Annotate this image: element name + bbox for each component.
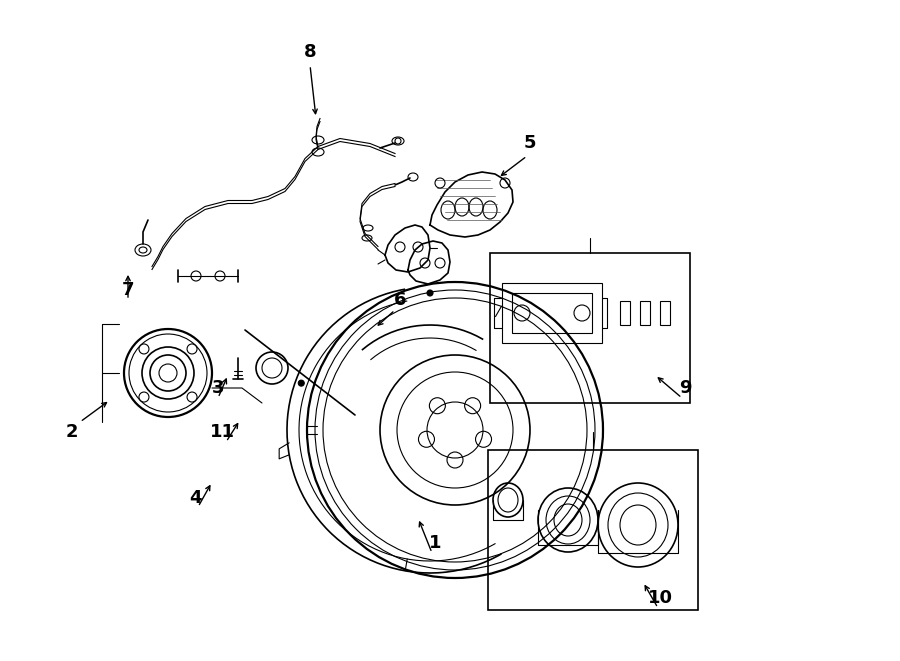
Text: 11: 11: [210, 423, 235, 441]
Ellipse shape: [427, 290, 433, 296]
Text: 4: 4: [189, 489, 202, 507]
Text: 7: 7: [122, 281, 134, 299]
Text: 5: 5: [524, 134, 536, 152]
Text: 8: 8: [303, 43, 316, 61]
Text: 6: 6: [394, 291, 406, 309]
Bar: [502, 283, 602, 343]
Text: 10: 10: [647, 589, 672, 607]
Ellipse shape: [395, 138, 401, 144]
Text: 9: 9: [679, 379, 691, 397]
Bar: [620, 301, 630, 325]
Text: 2: 2: [66, 423, 78, 441]
Text: 3: 3: [212, 379, 224, 397]
Bar: [490, 253, 690, 403]
Bar: [640, 301, 650, 325]
Bar: [488, 450, 698, 610]
Text: 1: 1: [428, 534, 441, 552]
Ellipse shape: [298, 380, 304, 386]
Bar: [512, 293, 592, 333]
Bar: [660, 301, 670, 325]
